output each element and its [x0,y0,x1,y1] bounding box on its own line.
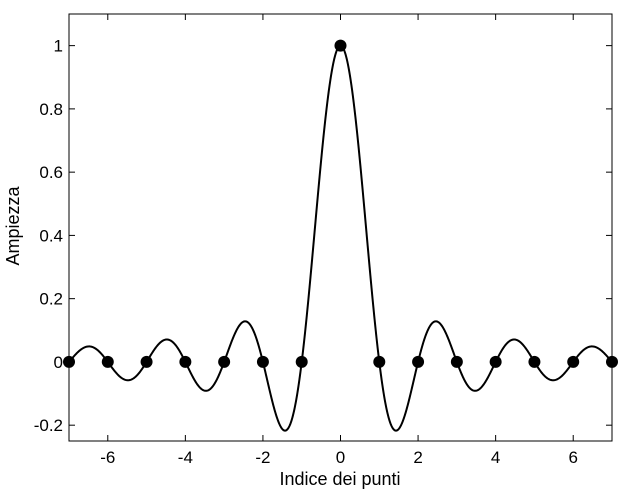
sample-point [334,39,347,52]
sample-point [567,355,580,368]
x-tick-label: -4 [178,448,193,467]
x-tick-label: 2 [413,448,422,467]
y-tick-label: -0.2 [34,416,63,435]
sample-point [256,355,269,368]
sample-point [63,355,75,368]
sample-point [450,355,463,368]
sample-point [101,355,114,368]
y-tick-label: 0 [54,353,63,372]
sample-point [489,355,502,368]
sample-point [606,355,618,368]
sample-point [528,355,541,368]
sample-point [295,355,308,368]
x-axis-label: Indice dei punti [279,469,400,489]
sample-point [218,355,231,368]
x-tick-label: -2 [255,448,270,467]
sinc-curve [68,44,613,432]
y-tick-label: 0.4 [39,226,63,245]
x-tick-label: 4 [491,448,500,467]
y-tick-label: 0.2 [39,290,63,309]
points-layer [63,39,618,368]
sample-point [140,355,153,368]
sample-point [179,355,192,368]
x-tick-label: 6 [568,448,577,467]
sample-point [373,355,386,368]
sample-point [412,355,425,368]
x-tick-label: -6 [100,448,115,467]
y-axis-label: Ampiezza [3,185,23,265]
y-tick-label: 1 [54,37,63,56]
x-tick-label: 0 [336,448,345,467]
curve-layer [68,44,613,432]
plot-frame [68,13,613,442]
y-tick-label: 0.6 [39,163,63,182]
ticks-layer: -6 -4 -2 0 2 4 6 -0.2 0 0.2 0.4 0.6 0.8 1 [34,14,612,467]
y-tick-label: 0.8 [39,100,63,119]
